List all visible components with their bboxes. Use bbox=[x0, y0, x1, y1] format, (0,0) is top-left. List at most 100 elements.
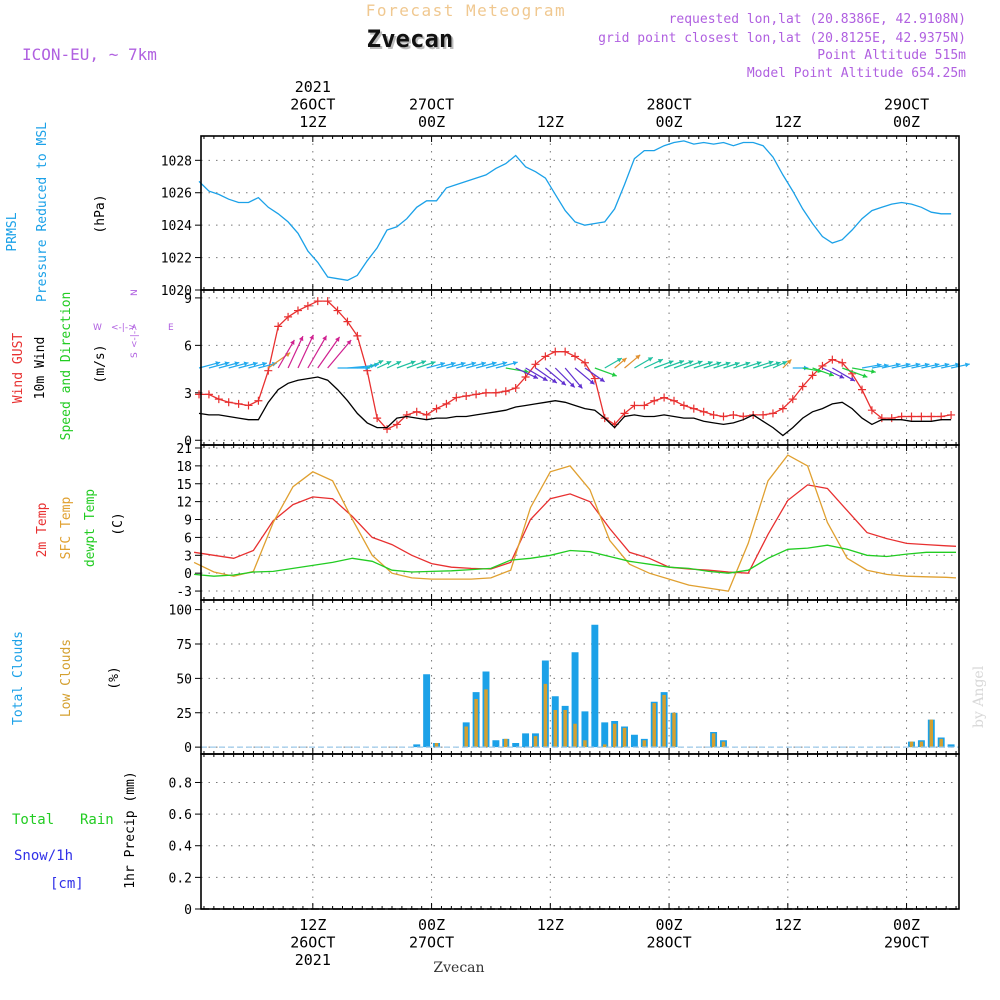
gust-marker bbox=[481, 388, 490, 397]
gust-marker bbox=[244, 401, 253, 410]
gust-marker bbox=[195, 390, 204, 399]
gust-marker bbox=[541, 352, 550, 361]
gust-marker bbox=[224, 398, 233, 407]
top-time-label: 2021 bbox=[295, 78, 331, 96]
temperature-ytick-label: 0 bbox=[184, 567, 192, 582]
info-line-4: Model Point Altitude 654.25m bbox=[747, 66, 966, 81]
clouds-ytick-label: 75 bbox=[176, 638, 192, 653]
wind-arrow-head bbox=[915, 362, 921, 368]
gust-marker bbox=[333, 306, 342, 315]
gust-marker bbox=[768, 409, 777, 418]
wind-arrow-head bbox=[322, 335, 327, 341]
low-cloud-bar bbox=[622, 727, 627, 748]
gust-marker bbox=[323, 297, 332, 306]
wind-arrow-head bbox=[635, 354, 641, 360]
wind-arrow-head bbox=[309, 334, 314, 340]
gust-marker bbox=[521, 372, 530, 381]
wind-direction-arrow bbox=[544, 367, 567, 386]
wind-arrow-head bbox=[533, 374, 539, 379]
wind-arrow-head bbox=[386, 361, 392, 366]
clouds-panel-frame bbox=[200, 599, 960, 755]
wind-arrow-head bbox=[481, 361, 487, 367]
bottom-time-label: 28OCT bbox=[646, 934, 691, 952]
gust-marker bbox=[838, 358, 847, 367]
gust-marker bbox=[353, 331, 362, 340]
wind-arrow-head bbox=[440, 361, 446, 367]
gust-marker bbox=[274, 322, 283, 331]
temp-label-2m: 2m Temp bbox=[35, 502, 50, 557]
clouds-ytick-label: 25 bbox=[176, 707, 192, 722]
wind-arrow-head bbox=[786, 359, 792, 365]
wind-arrow-head bbox=[688, 360, 694, 365]
wind-arrow-head bbox=[621, 357, 627, 363]
compass-n: N bbox=[130, 289, 140, 296]
wind-arrow-head bbox=[768, 360, 774, 366]
low-cloud-bar bbox=[533, 736, 538, 748]
temp-label-unit: (C) bbox=[111, 512, 126, 535]
wind-label-10m: 10m Wind bbox=[33, 337, 48, 400]
low-cloud-bar bbox=[652, 703, 656, 748]
gust-marker bbox=[214, 395, 223, 404]
wind-panel-frame bbox=[200, 289, 960, 446]
precipitation-ytick-label: 0 bbox=[184, 903, 192, 918]
bottom-time-label: 12Z bbox=[774, 916, 801, 934]
gust-marker bbox=[679, 401, 688, 410]
wind-arrow-head bbox=[378, 360, 384, 365]
low-cloud-bar bbox=[939, 738, 943, 748]
gust-marker bbox=[858, 385, 867, 394]
compass-w: W bbox=[93, 323, 102, 333]
precipitation-ytick-label: 0.8 bbox=[169, 776, 192, 791]
gust-marker bbox=[917, 412, 926, 421]
precip-legend-unit: [cm] bbox=[50, 876, 84, 892]
gust-marker bbox=[729, 410, 738, 419]
pressure-ytick-label: 1020 bbox=[161, 284, 192, 299]
low-cloud-bar bbox=[662, 694, 666, 748]
wind-arrow-head bbox=[215, 361, 221, 366]
pressure-panel-frame bbox=[200, 135, 960, 291]
gust-marker bbox=[284, 312, 293, 321]
wind-arrow-head bbox=[668, 360, 674, 365]
wind-direction-arrow bbox=[307, 335, 328, 369]
gust-marker bbox=[472, 390, 481, 399]
gust-marker bbox=[759, 410, 768, 419]
wind-label-unit: (m/s) bbox=[93, 344, 108, 383]
low-cloud-bar bbox=[504, 738, 508, 748]
wind-arrow-head bbox=[745, 361, 751, 367]
gust-marker bbox=[709, 410, 718, 419]
total-cloud-bar bbox=[947, 744, 955, 748]
wind-direction-arrow bbox=[317, 336, 341, 369]
precipitation-ytick-label: 0.2 bbox=[169, 871, 192, 886]
gust-marker bbox=[927, 412, 936, 421]
top-time-label: 00Z bbox=[418, 113, 445, 131]
clouds-ytick-label: 100 bbox=[169, 604, 192, 619]
total-cloud-bar bbox=[630, 734, 638, 748]
gust-marker bbox=[808, 371, 817, 380]
gust-marker bbox=[234, 399, 243, 408]
low-cloud-bar bbox=[464, 726, 468, 748]
bottom-time-label: 12Z bbox=[537, 916, 564, 934]
gust-marker bbox=[670, 396, 679, 405]
gust-marker bbox=[392, 420, 401, 429]
wind-arrow-head bbox=[716, 361, 722, 366]
pressure-label-name: Pressure Reduced to MSL bbox=[35, 122, 50, 302]
wind-arrow-head bbox=[725, 361, 731, 367]
wind-arrow-head bbox=[577, 383, 583, 389]
info-line-3: Point Altitude 515m bbox=[817, 48, 966, 63]
precip-legend-total: Total bbox=[12, 812, 54, 828]
wind-arrow-head bbox=[335, 336, 340, 342]
pressure-ytick-label: 1022 bbox=[161, 252, 192, 267]
wind-arrow-head bbox=[252, 361, 258, 367]
gust-marker bbox=[571, 352, 580, 361]
pressure-ytick-label: 1026 bbox=[161, 187, 192, 202]
wind-arrow-head bbox=[895, 362, 901, 368]
wind-series-10m-wind bbox=[198, 376, 952, 437]
gust-marker bbox=[303, 301, 312, 310]
wind-direction-arrow bbox=[297, 334, 314, 369]
low-cloud-bar bbox=[919, 741, 924, 748]
wind-arrow-head bbox=[410, 360, 416, 365]
gust-marker bbox=[778, 404, 787, 413]
bottom-time-label: 00Z bbox=[893, 916, 920, 934]
total-cloud-bar bbox=[492, 740, 500, 748]
gust-marker bbox=[867, 406, 876, 415]
